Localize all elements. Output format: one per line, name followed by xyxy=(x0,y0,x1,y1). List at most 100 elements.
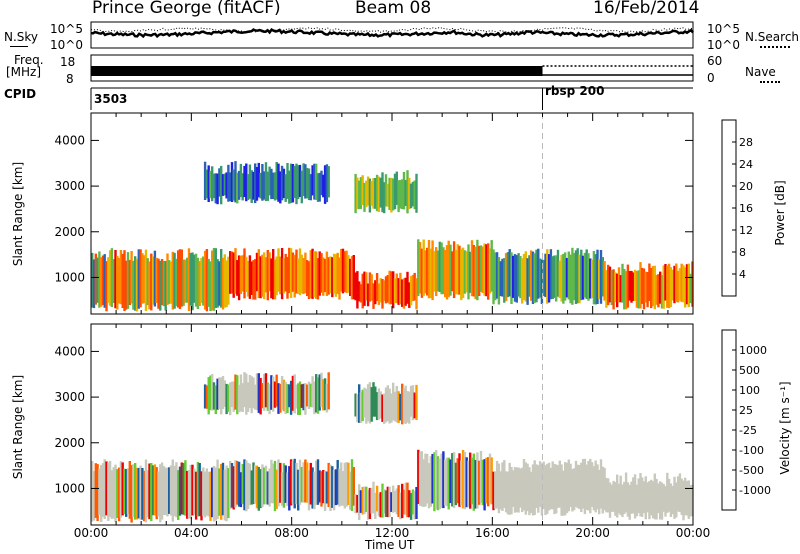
power-cell xyxy=(264,257,268,293)
power-cell xyxy=(603,261,606,301)
power-cell xyxy=(528,255,531,297)
velocity-cell xyxy=(323,378,327,411)
power-cell xyxy=(227,164,230,202)
power-cell xyxy=(198,261,201,306)
velocity-cell xyxy=(356,394,359,423)
velocity-cell xyxy=(280,472,284,506)
velocity-cell xyxy=(227,468,230,518)
velocity-cell xyxy=(583,458,587,515)
velocity-cell xyxy=(675,482,678,518)
velocity-cell xyxy=(590,462,594,507)
velocity-cell xyxy=(155,467,158,520)
power-cell xyxy=(612,269,615,310)
power-cell xyxy=(243,248,246,299)
velocity-cell xyxy=(370,488,373,514)
velocity-cell xyxy=(399,393,402,421)
power-cell xyxy=(558,260,561,298)
power-cell xyxy=(461,247,465,299)
power-cell xyxy=(633,269,637,301)
power-cell xyxy=(393,173,397,210)
velocity-cell xyxy=(359,490,363,513)
power-cell xyxy=(354,173,357,214)
power-cell xyxy=(270,168,273,200)
power-cell xyxy=(583,252,587,298)
power-cell xyxy=(555,255,558,302)
velocity-cell xyxy=(388,388,391,424)
xtick-label: 20:00 xyxy=(575,526,610,540)
power-cell xyxy=(599,250,603,304)
velocity-cell xyxy=(612,480,615,512)
velocity-cell xyxy=(417,449,420,504)
velocity-cell xyxy=(372,481,375,514)
power-cell xyxy=(322,257,325,296)
velocity-cell xyxy=(621,484,624,518)
velocity-cell xyxy=(307,381,311,409)
power-cell xyxy=(327,257,330,295)
velocity-cell xyxy=(254,384,257,410)
power-cell xyxy=(642,268,646,310)
velocity-cell xyxy=(556,465,560,508)
power-cell xyxy=(495,252,499,299)
velocity-cell xyxy=(275,374,278,407)
velocity-cell xyxy=(383,393,386,424)
power-cell xyxy=(497,257,501,305)
velocity-cell xyxy=(375,392,379,421)
power-cell xyxy=(289,163,293,203)
power-cell xyxy=(245,163,248,202)
power-ytick-label: 3000 xyxy=(54,179,85,193)
power-cell xyxy=(479,245,483,292)
power-cell xyxy=(241,255,244,292)
power-cell xyxy=(560,254,563,302)
velocity-cell xyxy=(300,466,303,503)
power-cell xyxy=(549,249,553,300)
power-cell xyxy=(377,176,381,212)
power-cell xyxy=(542,259,545,296)
velocity-cell xyxy=(236,460,239,505)
power-cell xyxy=(325,164,329,203)
velocity-cell xyxy=(203,471,207,518)
power-cell xyxy=(458,245,461,295)
power-cell xyxy=(125,260,128,310)
power-cell xyxy=(381,172,384,213)
velocity-cell xyxy=(160,462,164,520)
power-cell xyxy=(415,278,418,310)
velocity-cell xyxy=(513,467,517,513)
velocity-cell xyxy=(248,375,252,409)
power-cell xyxy=(318,251,321,296)
power-cell xyxy=(474,246,477,300)
velocity-cell xyxy=(370,387,373,422)
velocity-cell xyxy=(392,382,395,421)
power-cell xyxy=(488,248,492,294)
power-colorbar-tick-label: 28 xyxy=(739,136,753,149)
power-cell xyxy=(395,171,398,205)
velocity-cell xyxy=(515,467,518,513)
velocity-cell xyxy=(465,457,468,508)
velocity-cell xyxy=(361,389,364,422)
power-cell xyxy=(315,251,318,299)
power-cell xyxy=(429,248,432,299)
power-cell xyxy=(601,257,604,297)
power-cell xyxy=(259,172,262,199)
power-cell xyxy=(682,265,685,303)
velocity-cell xyxy=(667,478,671,512)
velocity-cell xyxy=(325,383,329,413)
power-cell xyxy=(574,250,578,304)
power-cell xyxy=(438,241,441,292)
velocity-cell xyxy=(413,392,416,419)
velocity-cell xyxy=(671,485,674,515)
velocity-cell xyxy=(377,388,381,420)
velocity-cell xyxy=(295,384,298,409)
velocity-cell xyxy=(259,469,262,509)
velocity-cell xyxy=(220,464,223,520)
power-cell xyxy=(383,182,386,214)
velocity-cell xyxy=(143,470,146,522)
power-cell xyxy=(365,180,368,208)
velocity-cell xyxy=(616,474,619,518)
velocity-cell xyxy=(635,484,639,517)
power-cell xyxy=(366,176,370,206)
power-cell xyxy=(229,172,232,202)
velocity-cell xyxy=(470,457,474,505)
velocity-cell xyxy=(379,391,382,419)
velocity-cell xyxy=(538,461,542,507)
velocity-cell xyxy=(492,471,495,511)
